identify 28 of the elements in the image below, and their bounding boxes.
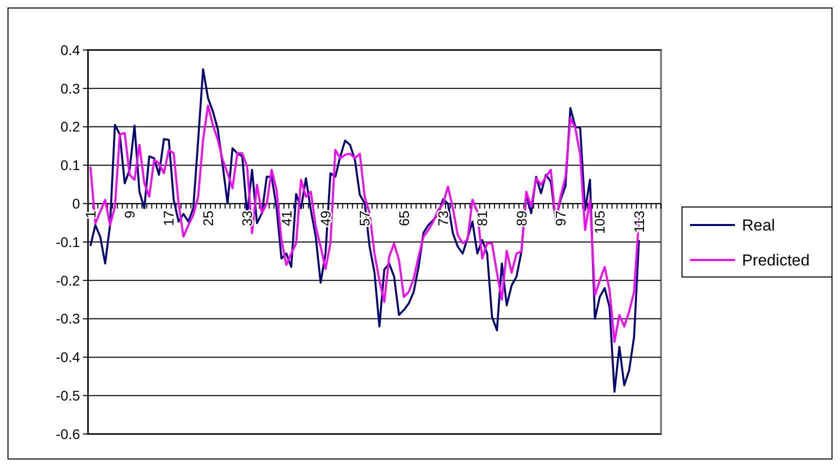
x-tick-label: 25 bbox=[200, 210, 216, 226]
x-tick-label: 65 bbox=[396, 210, 412, 226]
x-tick-label: 97 bbox=[552, 210, 569, 226]
x-tick-label: 81 bbox=[474, 210, 490, 226]
x-tick-label: 105 bbox=[592, 210, 608, 234]
x-tick-label: 17 bbox=[160, 210, 177, 226]
x-tick-label: 41 bbox=[278, 210, 294, 226]
y-tick-label: -0.1 bbox=[56, 234, 80, 250]
y-tick-label: 0.4 bbox=[60, 42, 80, 58]
y-tick-label: -0.5 bbox=[56, 388, 80, 404]
x-tick-label: 113 bbox=[630, 210, 647, 233]
y-tick-label: -0.2 bbox=[56, 272, 80, 288]
y-tick-label: -0.4 bbox=[56, 349, 80, 366]
y-tick-label: 0.2 bbox=[60, 118, 80, 135]
x-tick-label: 33 bbox=[239, 210, 256, 226]
x-tick-label: 9 bbox=[122, 210, 138, 218]
x-tick-label: 1 bbox=[82, 210, 98, 218]
x-tick-label: 49 bbox=[317, 210, 334, 226]
y-tick-label: 0 bbox=[72, 196, 80, 212]
y-tick-label: -0.3 bbox=[56, 310, 80, 327]
x-tick-label: 73 bbox=[434, 210, 451, 226]
legend-label: Predicted bbox=[742, 252, 810, 270]
y-tick-label: -0.6 bbox=[56, 426, 80, 442]
y-tick-label: 0.3 bbox=[60, 80, 80, 96]
x-tick-label: 57 bbox=[356, 210, 373, 226]
y-tick-label: 0.1 bbox=[60, 157, 80, 174]
x-tick-label: 89 bbox=[513, 210, 530, 226]
legend-label: Real bbox=[742, 218, 775, 235]
